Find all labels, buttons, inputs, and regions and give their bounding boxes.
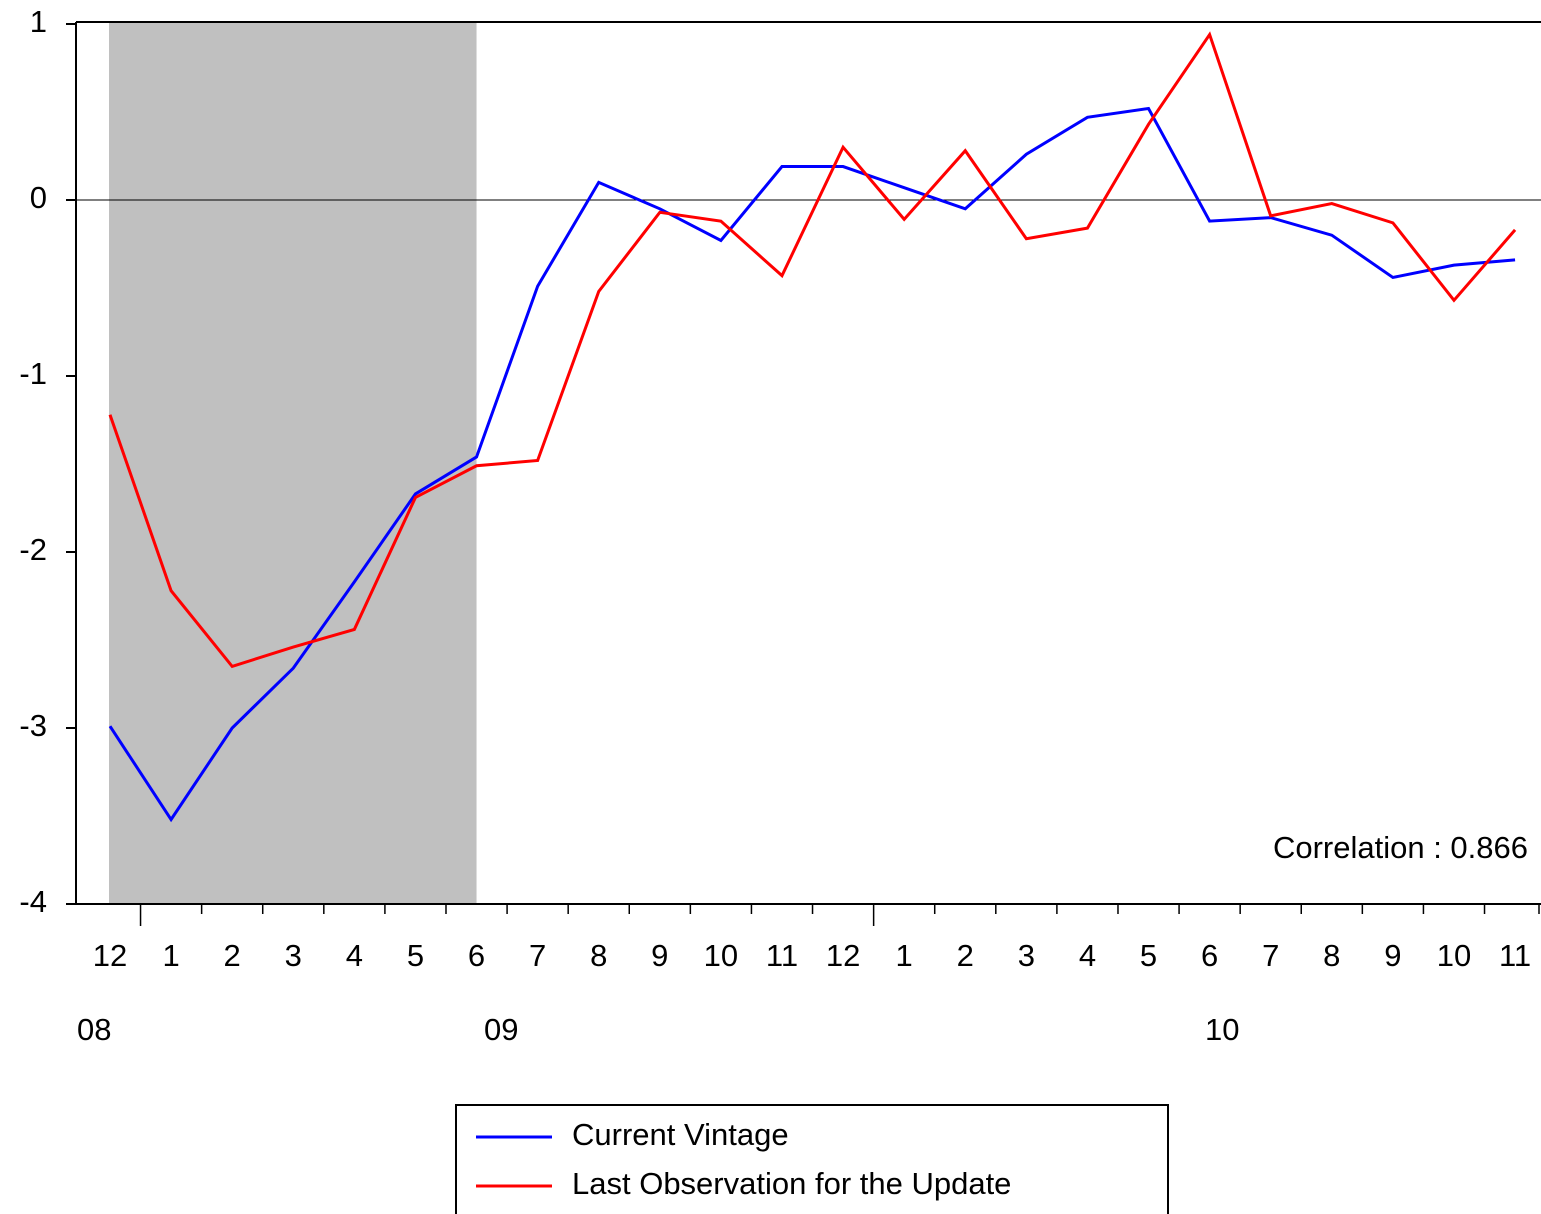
x-tick-label: 6 <box>1201 938 1218 973</box>
x-tick-label: 5 <box>1140 938 1157 973</box>
legend-box <box>455 1104 1169 1214</box>
annotation: Correlation : 0.866 <box>1273 830 1528 865</box>
year-label: 08 <box>77 1012 111 1047</box>
x-tick-label: 8 <box>1323 938 1340 973</box>
y-tick-label: -1 <box>19 356 47 391</box>
year-label: 09 <box>484 1012 518 1047</box>
legend-label: Current Vintage <box>572 1117 789 1152</box>
x-tick-label: 7 <box>529 938 546 973</box>
x-tick-label: 10 <box>1437 938 1471 973</box>
series-line <box>108 106 1516 823</box>
x-tick-label: 9 <box>1384 938 1401 973</box>
y-tick-label: 1 <box>30 4 47 39</box>
x-tick-label: 1 <box>162 938 179 973</box>
x-tick-label: 11 <box>766 938 798 973</box>
x-tick-label: 1 <box>896 938 913 973</box>
x-tick-label: 2 <box>224 938 241 973</box>
y-tick-label: -3 <box>19 708 47 743</box>
x-tick-label: 5 <box>407 938 424 973</box>
year-label: 10 <box>1205 1012 1239 1047</box>
x-tick-label: 4 <box>1079 938 1096 973</box>
shaded-region <box>109 22 477 904</box>
y-tick-label: -4 <box>19 884 47 919</box>
x-tick-label: 10 <box>704 938 738 973</box>
x-tick-label: 3 <box>285 938 302 973</box>
x-tick-label: 3 <box>1018 938 1035 973</box>
x-tick-label: 7 <box>1262 938 1279 973</box>
x-tick-label: 2 <box>957 938 974 973</box>
y-tick-label: -2 <box>19 532 47 567</box>
x-tick-label: 6 <box>468 938 485 973</box>
legend-label: Last Observation for the Update <box>572 1166 1011 1201</box>
x-tick-label: 11 <box>1499 938 1531 973</box>
x-tick-label: 12 <box>93 938 127 973</box>
x-tick-label: 8 <box>590 938 607 973</box>
y-tick-label: 0 <box>30 180 47 215</box>
series-line <box>108 31 1517 669</box>
x-tick-label: 4 <box>346 938 363 973</box>
x-tick-label: 12 <box>826 938 860 973</box>
x-tick-label: 9 <box>651 938 668 973</box>
